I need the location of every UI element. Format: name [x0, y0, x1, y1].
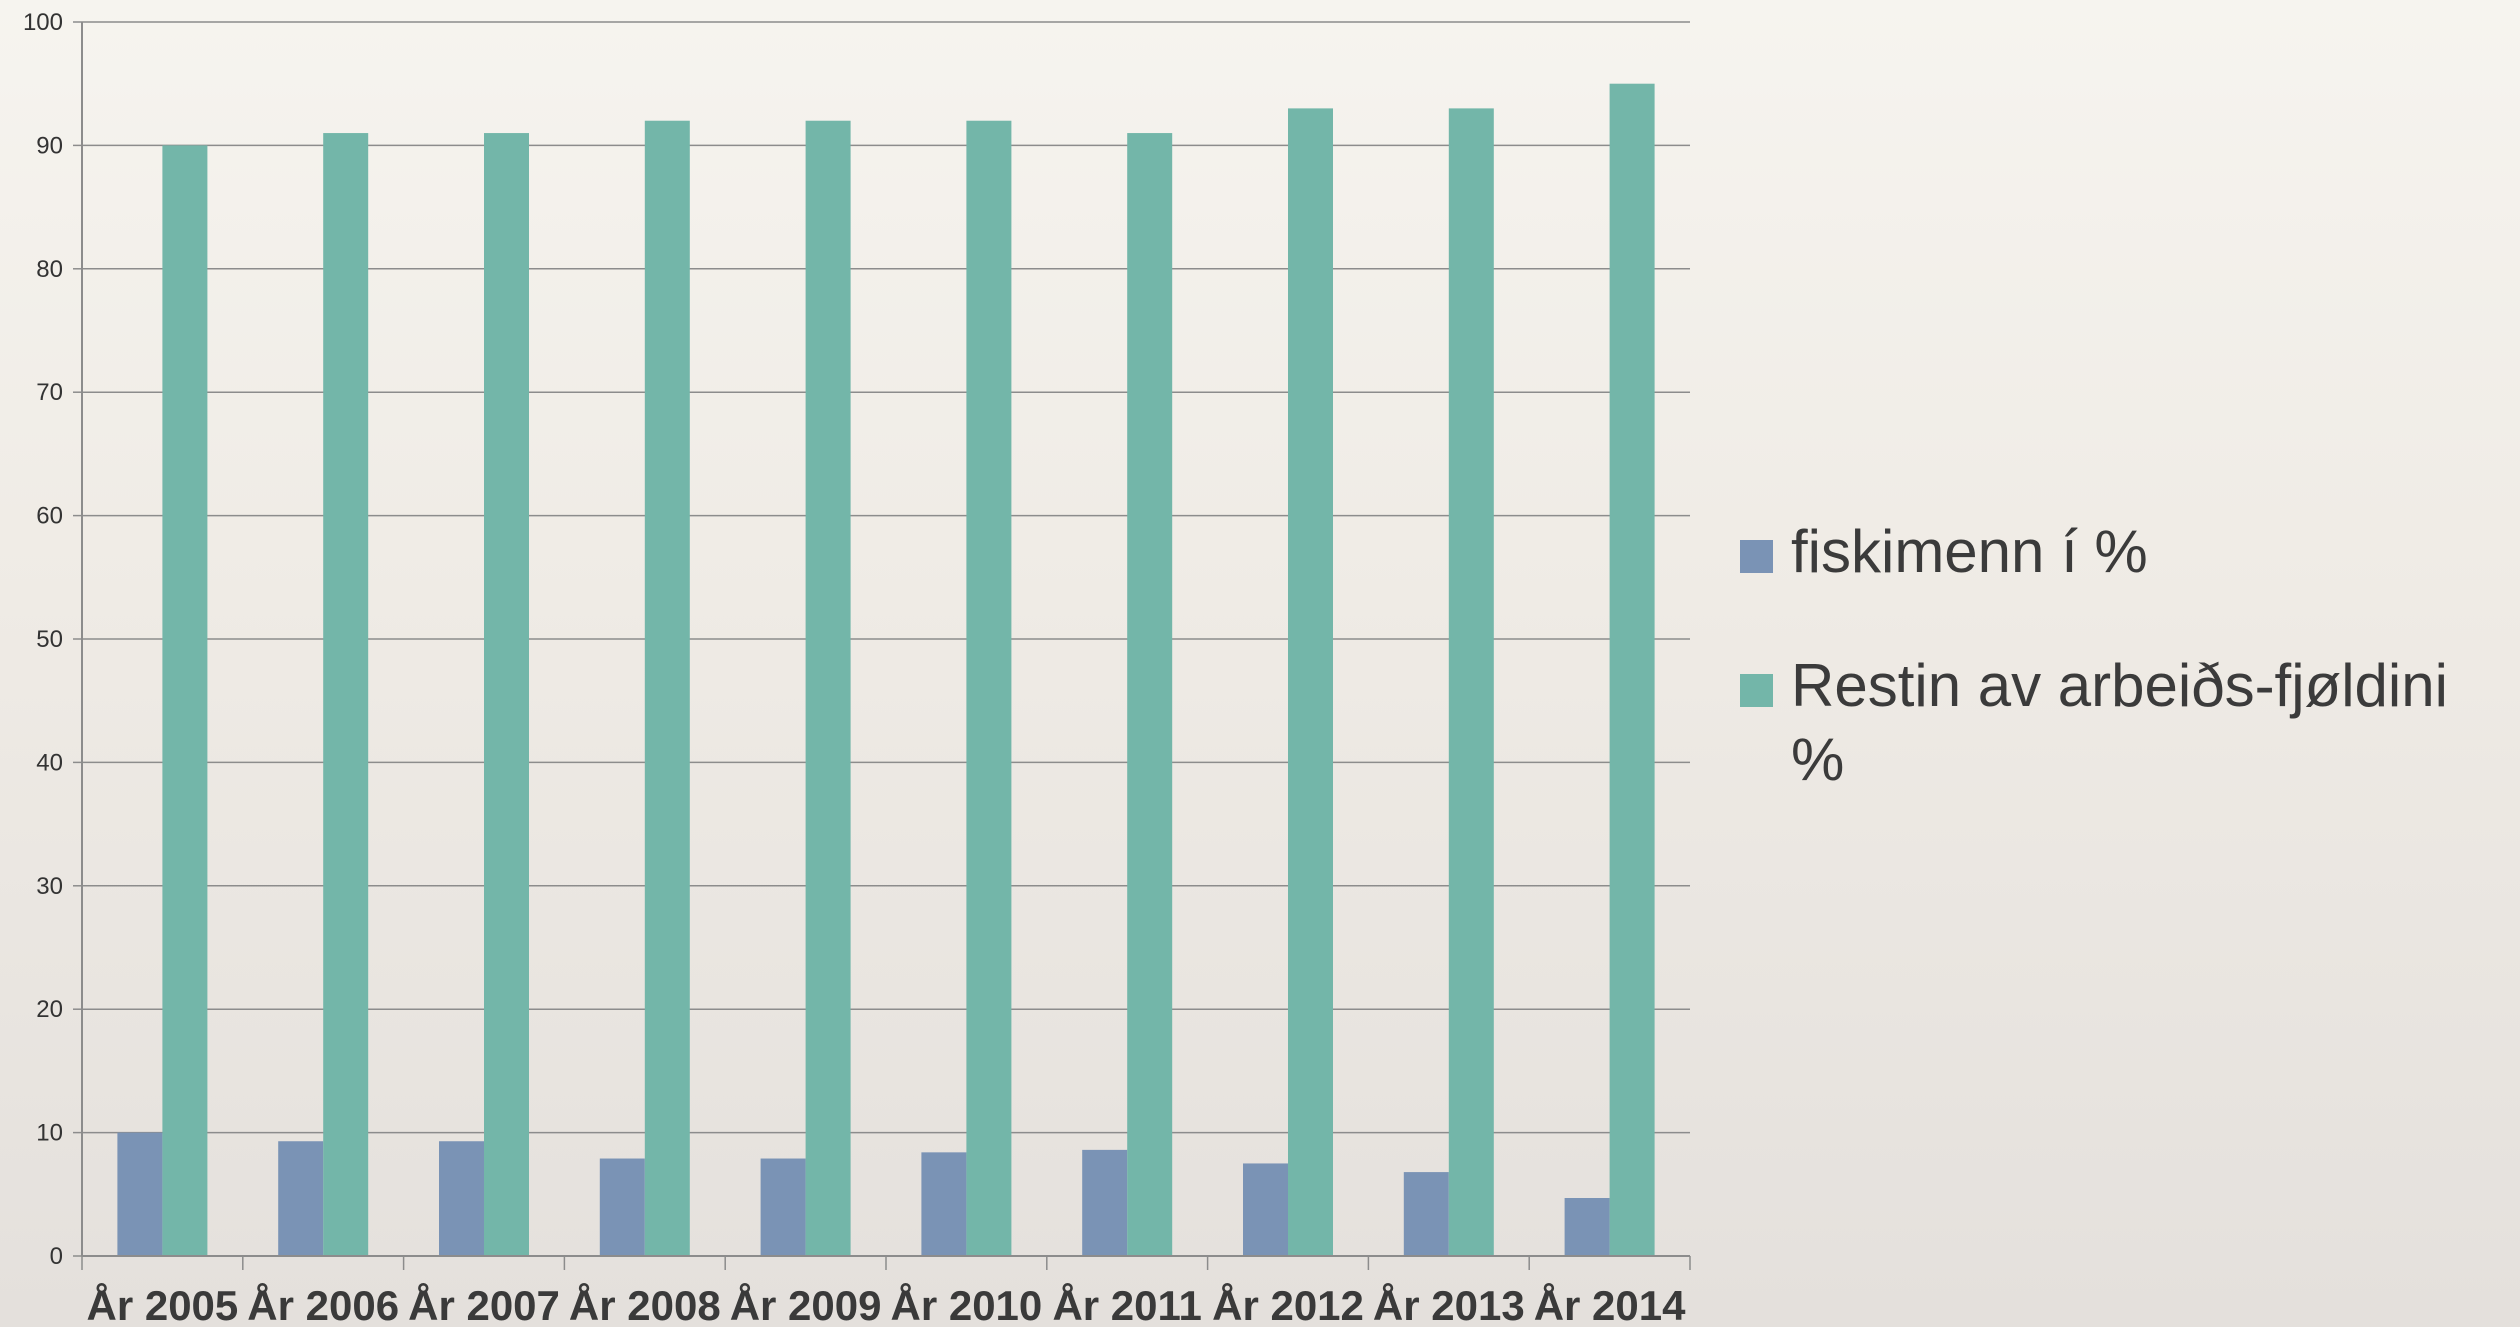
x-category-label-8: År 2012 — [1212, 1282, 1364, 1327]
bar-series-2-10 — [1609, 83, 1655, 1257]
x-category-label-6: År 2010 — [891, 1282, 1043, 1327]
bar-series-2-5 — [805, 120, 851, 1257]
bar-series-2-4 — [644, 120, 690, 1257]
bar-series-1-9 — [1403, 1172, 1449, 1256]
legend-item-series-2: Restin av arbeiðs-fjøldini % — [1740, 649, 2510, 797]
y-tick-label-0: 0 — [50, 1243, 63, 1270]
y-tick-label-80: 80 — [36, 256, 63, 283]
x-category-label-1: År 2005 — [87, 1282, 239, 1327]
y-tick-label-20: 20 — [36, 996, 63, 1023]
y-tick-label-50: 50 — [36, 626, 63, 653]
bar-series-2-6 — [966, 120, 1012, 1257]
legend-item-series-1: fiskimenn í % — [1740, 515, 2510, 589]
axes — [81, 22, 1691, 1270]
bar-series-2-1 — [162, 145, 208, 1256]
x-category-label-2: År 2006 — [247, 1282, 399, 1327]
bars — [117, 83, 1655, 1257]
bar-series-2-8 — [1288, 108, 1333, 1256]
bar-series-1-10 — [1564, 1198, 1610, 1256]
bar-series-1-5 — [760, 1158, 806, 1256]
bar-series-2-2 — [323, 133, 369, 1256]
legend-swatch-series-2 — [1740, 674, 1773, 707]
bar-series-1-4 — [599, 1158, 645, 1256]
legend-label-series-2: Restin av arbeiðs-fjøldini % — [1791, 652, 2448, 793]
bar-series-1-6 — [921, 1152, 967, 1256]
bar-series-2-7 — [1127, 133, 1173, 1256]
x-category-label-7: År 2011 — [1052, 1282, 1201, 1327]
bar-series-2-3 — [484, 133, 529, 1256]
legend: fiskimenn í % Restin av arbeiðs-fjøldini… — [1740, 515, 2510, 857]
legend-swatch-series-1 — [1740, 540, 1773, 573]
bar-series-2-9 — [1448, 108, 1494, 1256]
legend-label-series-1: fiskimenn í % — [1791, 518, 2148, 585]
bar-series-1-7 — [1082, 1149, 1128, 1256]
y-tick-label-100: 100 — [23, 9, 63, 36]
x-category-label-4: År 2008 — [569, 1282, 721, 1327]
y-tick-label-70: 70 — [36, 379, 63, 406]
gridlines — [73, 21, 1690, 1257]
bar-series-1-1 — [117, 1132, 163, 1256]
bar-series-1-3 — [439, 1141, 484, 1256]
x-category-label-3: År 2007 — [408, 1282, 560, 1327]
x-category-label-9: År 2013 — [1373, 1282, 1525, 1327]
y-tick-label-40: 40 — [36, 749, 63, 776]
x-category-label-5: År 2009 — [730, 1282, 882, 1327]
y-tick-label-60: 60 — [36, 503, 63, 530]
x-category-label-10: År 2014 — [1534, 1282, 1686, 1327]
y-tick-label-30: 30 — [36, 873, 63, 900]
y-tick-label-90: 90 — [36, 132, 63, 159]
y-tick-label-10: 10 — [36, 1120, 63, 1147]
bar-series-1-2 — [278, 1141, 324, 1256]
bar-series-1-8 — [1243, 1163, 1288, 1256]
